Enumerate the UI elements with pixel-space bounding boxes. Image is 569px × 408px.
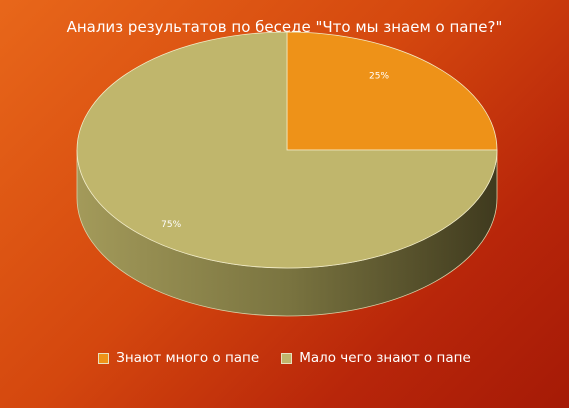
pie-slice-1 xyxy=(286,31,498,151)
chart-title: Анализ результатов по беседе "Что мы зна… xyxy=(66,18,503,36)
data-label-1: 25% xyxy=(369,71,389,81)
legend-label-1: Знают много о папе xyxy=(116,350,260,366)
legend-swatch-khaki xyxy=(281,352,293,364)
chart-legend: Знают много о папе Мало чего знают о пап… xyxy=(0,350,569,366)
data-label-2: 75% xyxy=(161,220,181,230)
legend-item-1: Знают много о папе xyxy=(98,350,259,366)
legend-label-2: Мало чего знают о папе xyxy=(299,350,471,366)
legend-item-2: Мало чего знают о папе xyxy=(281,350,471,366)
pie-slice-2 xyxy=(76,31,498,269)
legend-swatch-orange xyxy=(98,352,110,364)
